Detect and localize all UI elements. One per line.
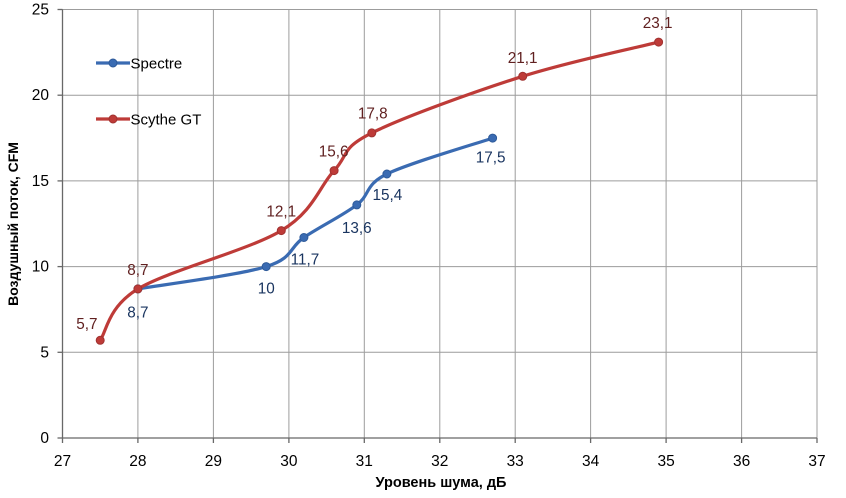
svg-text:Spectre: Spectre xyxy=(131,56,183,73)
svg-text:20: 20 xyxy=(32,87,50,104)
svg-text:8,7: 8,7 xyxy=(127,262,148,279)
svg-text:10: 10 xyxy=(32,259,50,276)
svg-text:23,1: 23,1 xyxy=(643,15,673,32)
svg-text:25: 25 xyxy=(32,2,49,19)
svg-text:0: 0 xyxy=(40,430,49,447)
svg-text:12,1: 12,1 xyxy=(266,204,296,221)
svg-text:13,6: 13,6 xyxy=(342,220,372,237)
svg-text:Scythe GT: Scythe GT xyxy=(131,112,202,129)
svg-text:10: 10 xyxy=(258,281,275,298)
svg-text:15,4: 15,4 xyxy=(373,187,403,204)
svg-text:15: 15 xyxy=(32,173,49,190)
svg-text:5: 5 xyxy=(40,344,49,361)
svg-text:32: 32 xyxy=(431,453,448,470)
svg-text:34: 34 xyxy=(582,453,600,470)
svg-text:11,7: 11,7 xyxy=(291,252,320,269)
svg-text:37: 37 xyxy=(808,453,825,470)
svg-text:30: 30 xyxy=(280,453,298,470)
svg-text:17,5: 17,5 xyxy=(476,150,506,167)
svg-text:8,7: 8,7 xyxy=(127,304,148,321)
svg-text:5,7: 5,7 xyxy=(76,316,97,333)
svg-text:28: 28 xyxy=(129,453,146,470)
svg-text:15,6: 15,6 xyxy=(319,144,349,161)
svg-text:29: 29 xyxy=(205,453,222,470)
svg-text:36: 36 xyxy=(733,453,750,470)
svg-text:Уровень шума, дБ: Уровень шума, дБ xyxy=(376,475,507,491)
svg-text:27: 27 xyxy=(54,453,71,470)
svg-text:35: 35 xyxy=(657,453,674,470)
svg-text:33: 33 xyxy=(507,453,524,470)
svg-text:21,1: 21,1 xyxy=(508,50,538,67)
svg-text:17,8: 17,8 xyxy=(358,105,388,122)
svg-text:Воздушный поток, CFM: Воздушный поток, CFM xyxy=(5,142,21,306)
svg-text:31: 31 xyxy=(356,453,373,470)
